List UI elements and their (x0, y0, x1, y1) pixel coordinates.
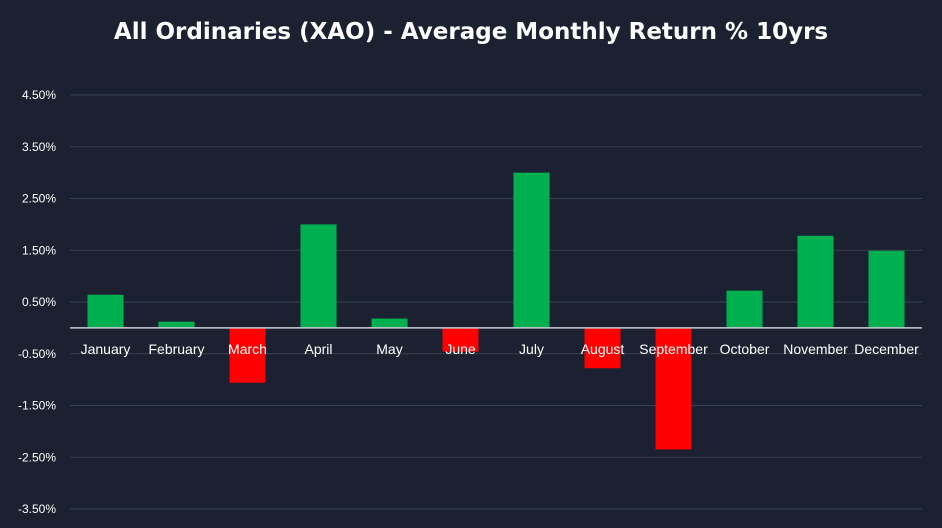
x-category-label: October (720, 341, 770, 357)
x-category-label: February (148, 341, 204, 357)
bar-august (584, 327, 621, 369)
bar-may (371, 318, 408, 328)
y-tick-label: -1.50% (18, 399, 56, 413)
x-category-label: August (581, 341, 625, 357)
y-tick-label: 4.50% (22, 88, 56, 102)
y-tick-label: 2.50% (22, 192, 56, 206)
x-category-label: November (783, 341, 848, 357)
x-category-label: March (228, 341, 267, 357)
x-category-label: May (376, 341, 402, 357)
x-category-label: January (81, 341, 131, 357)
bar-july (513, 172, 550, 328)
bar-january (87, 294, 124, 328)
gridlines (70, 94, 922, 510)
y-tick-label: -2.50% (18, 450, 56, 464)
x-category-label: June (445, 341, 476, 357)
bar-september (655, 327, 692, 450)
y-tick-label: 3.50% (22, 140, 56, 154)
bar-march (229, 327, 266, 383)
y-tick-label: 1.50% (22, 243, 56, 257)
bar-april (300, 224, 337, 328)
x-category-label: September (639, 341, 708, 357)
bar-june (442, 327, 479, 352)
bar-november (797, 235, 834, 328)
y-tick-label: 0.50% (22, 295, 56, 309)
y-tick-label: -0.50% (18, 347, 56, 361)
x-category-label: April (304, 341, 332, 357)
bar-october (726, 290, 763, 328)
bar-february (158, 321, 195, 328)
y-axis-tick-labels: 4.50% 3.50% 2.50% 1.50% 0.50% -0.50% -1.50% -2.… (18, 88, 56, 516)
x-category-label: December (854, 341, 919, 357)
x-category-label: July (519, 341, 544, 357)
bar-december (868, 250, 905, 328)
chart-title: All Ordinaries (XAO) - Average Monthly R… (114, 19, 828, 45)
x-axis-category-labels: January February March April May June July Augu… (81, 341, 920, 357)
bars (87, 172, 905, 450)
y-tick-label: -3.50% (18, 502, 56, 516)
